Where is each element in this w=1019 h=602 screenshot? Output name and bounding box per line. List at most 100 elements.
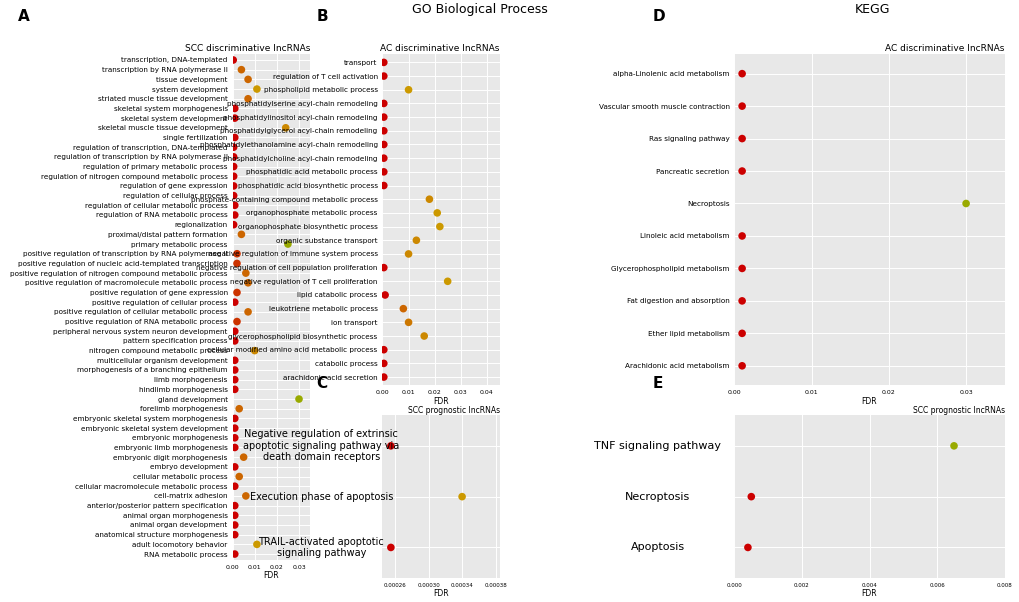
- Point: [734, 166, 750, 176]
- Text: AC discriminative lncRNAs: AC discriminative lncRNAs: [884, 45, 1004, 54]
- Point: [375, 154, 391, 163]
- Point: [233, 65, 250, 75]
- Point: [377, 290, 393, 300]
- Point: [453, 492, 470, 501]
- Point: [226, 356, 243, 365]
- Text: A: A: [18, 9, 31, 24]
- Point: [421, 194, 437, 204]
- Point: [226, 200, 243, 210]
- Point: [375, 372, 391, 382]
- Point: [226, 549, 243, 559]
- Point: [226, 530, 243, 539]
- X-axis label: FDR: FDR: [861, 397, 876, 406]
- Point: [225, 152, 242, 162]
- Point: [739, 542, 755, 552]
- Point: [226, 501, 243, 510]
- Point: [226, 520, 243, 530]
- Point: [226, 113, 243, 123]
- Text: AC discriminative lncRNAs: AC discriminative lncRNAs: [380, 45, 499, 54]
- Point: [237, 491, 254, 501]
- Text: SCC prognostic lncRNAs: SCC prognostic lncRNAs: [912, 406, 1004, 415]
- Point: [375, 71, 391, 81]
- Text: Apoptosis: Apoptosis: [630, 542, 685, 553]
- Point: [226, 336, 243, 346]
- Point: [233, 229, 250, 239]
- Point: [375, 181, 391, 190]
- Point: [228, 288, 245, 297]
- Point: [247, 346, 263, 355]
- Point: [226, 210, 243, 220]
- Point: [226, 132, 243, 142]
- Point: [226, 375, 243, 385]
- Point: [734, 69, 750, 78]
- Point: [375, 345, 391, 355]
- Point: [431, 222, 447, 231]
- Point: [225, 55, 242, 65]
- Point: [249, 539, 265, 549]
- Point: [231, 472, 248, 482]
- Point: [279, 239, 296, 249]
- Point: [734, 361, 750, 371]
- Point: [416, 331, 432, 341]
- Point: [734, 329, 750, 338]
- Point: [239, 278, 256, 288]
- Point: [439, 276, 455, 286]
- Point: [375, 263, 391, 273]
- Point: [226, 482, 243, 491]
- Text: TNF signaling pathway: TNF signaling pathway: [594, 441, 720, 451]
- Text: GO Biological Process: GO Biological Process: [411, 3, 547, 16]
- Text: Negative regulation of extrinsic
apoptotic signaling pathway via
death domain re: Negative regulation of extrinsic apoptot…: [243, 429, 399, 462]
- Point: [226, 462, 243, 472]
- Point: [734, 296, 750, 306]
- Text: E: E: [652, 376, 662, 391]
- Point: [400, 85, 417, 95]
- X-axis label: FDR: FDR: [433, 589, 448, 598]
- Text: SCC prognostic lncRNAs: SCC prognostic lncRNAs: [408, 406, 499, 415]
- X-axis label: FDR: FDR: [433, 397, 448, 406]
- Point: [228, 317, 245, 326]
- Point: [225, 220, 242, 229]
- Point: [277, 123, 293, 132]
- Point: [228, 259, 245, 268]
- Text: B: B: [316, 9, 327, 24]
- Point: [225, 162, 242, 172]
- Point: [226, 433, 243, 442]
- Point: [382, 542, 398, 552]
- Point: [226, 104, 243, 113]
- Point: [400, 249, 417, 259]
- Point: [394, 304, 411, 314]
- Point: [226, 365, 243, 375]
- Point: [225, 172, 242, 181]
- Point: [408, 235, 424, 245]
- Point: [734, 134, 750, 143]
- Point: [225, 191, 242, 200]
- Point: [290, 394, 307, 404]
- Point: [239, 94, 256, 104]
- X-axis label: FDR: FDR: [263, 571, 279, 580]
- Point: [231, 404, 248, 414]
- Text: KEGG: KEGG: [854, 3, 889, 16]
- Text: TRAIL-activated apoptotic
signaling pathway: TRAIL-activated apoptotic signaling path…: [258, 536, 384, 558]
- Point: [249, 84, 265, 94]
- Point: [375, 99, 391, 108]
- Point: [375, 140, 391, 149]
- Point: [226, 326, 243, 336]
- Point: [945, 441, 961, 451]
- Point: [375, 126, 391, 135]
- Point: [237, 268, 254, 278]
- Point: [400, 317, 417, 327]
- Point: [226, 414, 243, 423]
- Point: [375, 359, 391, 368]
- Point: [239, 307, 256, 317]
- Point: [235, 452, 252, 462]
- Point: [743, 492, 759, 501]
- Text: SCC discriminative lncRNAs: SCC discriminative lncRNAs: [184, 45, 310, 54]
- Point: [225, 142, 242, 152]
- Point: [734, 264, 750, 273]
- Point: [225, 181, 242, 191]
- Point: [375, 113, 391, 122]
- Point: [375, 58, 391, 67]
- Point: [226, 442, 243, 452]
- Point: [957, 199, 973, 208]
- Point: [429, 208, 445, 218]
